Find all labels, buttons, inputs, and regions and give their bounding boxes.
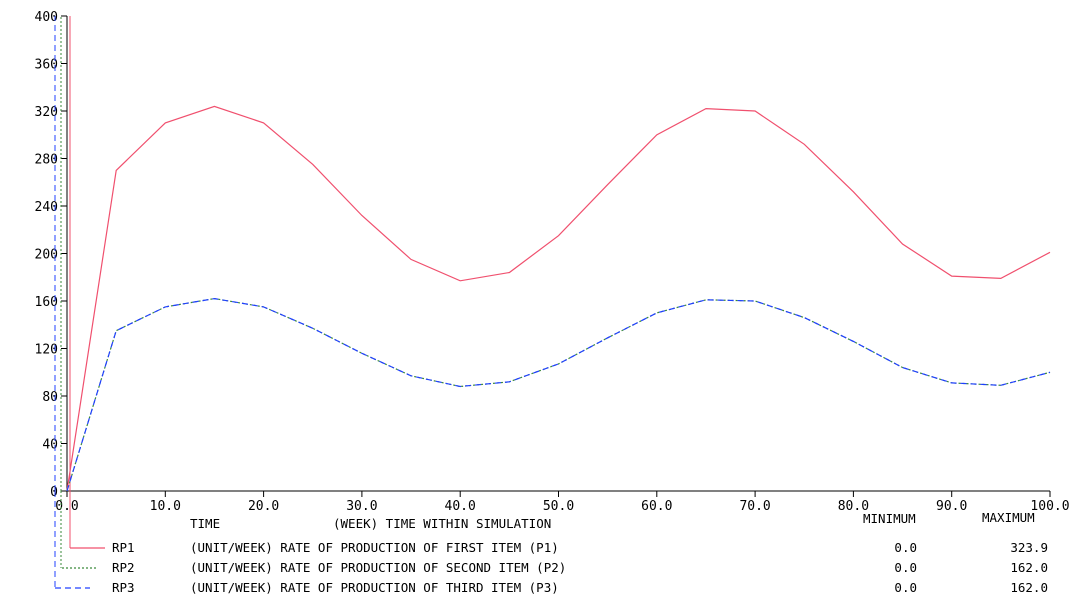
y-tick-label: 120: [35, 343, 58, 358]
y-tick-label: 80: [42, 390, 58, 405]
legend-description: (UNIT/WEEK) RATE OF PRODUCTION OF THIRD …: [190, 580, 559, 595]
axes: 0 40 80 120 160 200 240 280 320 360 400 0.0 10.0 20.0…: [35, 10, 1070, 514]
x-tick-label: 20.0: [248, 499, 279, 514]
series-line-rp3: [66, 297, 1051, 492]
maximum-value: 323.9: [1010, 540, 1048, 555]
maximum-value: 162.0: [1010, 560, 1048, 575]
legend-description: (UNIT/WEEK) RATE OF PRODUCTION OF FIRST …: [190, 540, 559, 555]
legend-name: RP3: [112, 580, 135, 595]
x-tick-label: 70.0: [739, 499, 770, 514]
y-tick-label: 240: [35, 200, 58, 215]
minimum-value: 0.0: [894, 560, 917, 575]
x-tick-label: 100.0: [1030, 499, 1069, 514]
time-description: (WEEK) TIME WITHIN SIMULATION: [333, 516, 551, 531]
legend: [54, 491, 105, 589]
x-tick-label: 90.0: [936, 499, 967, 514]
series-lines: [54, 16, 1051, 492]
y-tick-label: 320: [35, 105, 58, 120]
minimum-value: 0.0: [894, 540, 917, 555]
legend-name: RP2: [112, 560, 135, 575]
maximum-value: 162.0: [1010, 580, 1048, 595]
x-tick-label: 10.0: [150, 499, 181, 514]
y-tick-label: 0: [50, 485, 58, 500]
legend-name: RP1: [112, 540, 135, 555]
minimum-header: MINIMUM: [863, 511, 916, 526]
x-tick-label: 80.0: [838, 499, 869, 514]
maximum-header: MAXIMUM: [982, 510, 1035, 525]
x-tick-label: 50.0: [543, 499, 574, 514]
y-tick-label: 400: [35, 10, 58, 25]
series-line-rp2: [66, 297, 1051, 492]
legend-description: (UNIT/WEEK) RATE OF PRODUCTION OF SECOND…: [190, 560, 566, 575]
minimum-value: 0.0: [894, 580, 917, 595]
series-line-rp1: [66, 105, 1051, 492]
x-tick-label: 60.0: [641, 499, 672, 514]
y-tick-label: 280: [35, 153, 58, 168]
y-tick-label: 40: [42, 438, 58, 453]
time-label: TIME: [190, 516, 220, 531]
y-tick-label: 200: [35, 248, 58, 263]
x-tick-label: 0.0: [55, 499, 78, 514]
x-tick-label: 30.0: [346, 499, 377, 514]
info-table: TIME (WEEK) TIME WITHIN SIMULATION MINIM…: [112, 510, 1048, 595]
x-tick-label: 40.0: [445, 499, 476, 514]
y-tick-label: 360: [35, 58, 58, 73]
y-tick-label: 160: [35, 295, 58, 310]
